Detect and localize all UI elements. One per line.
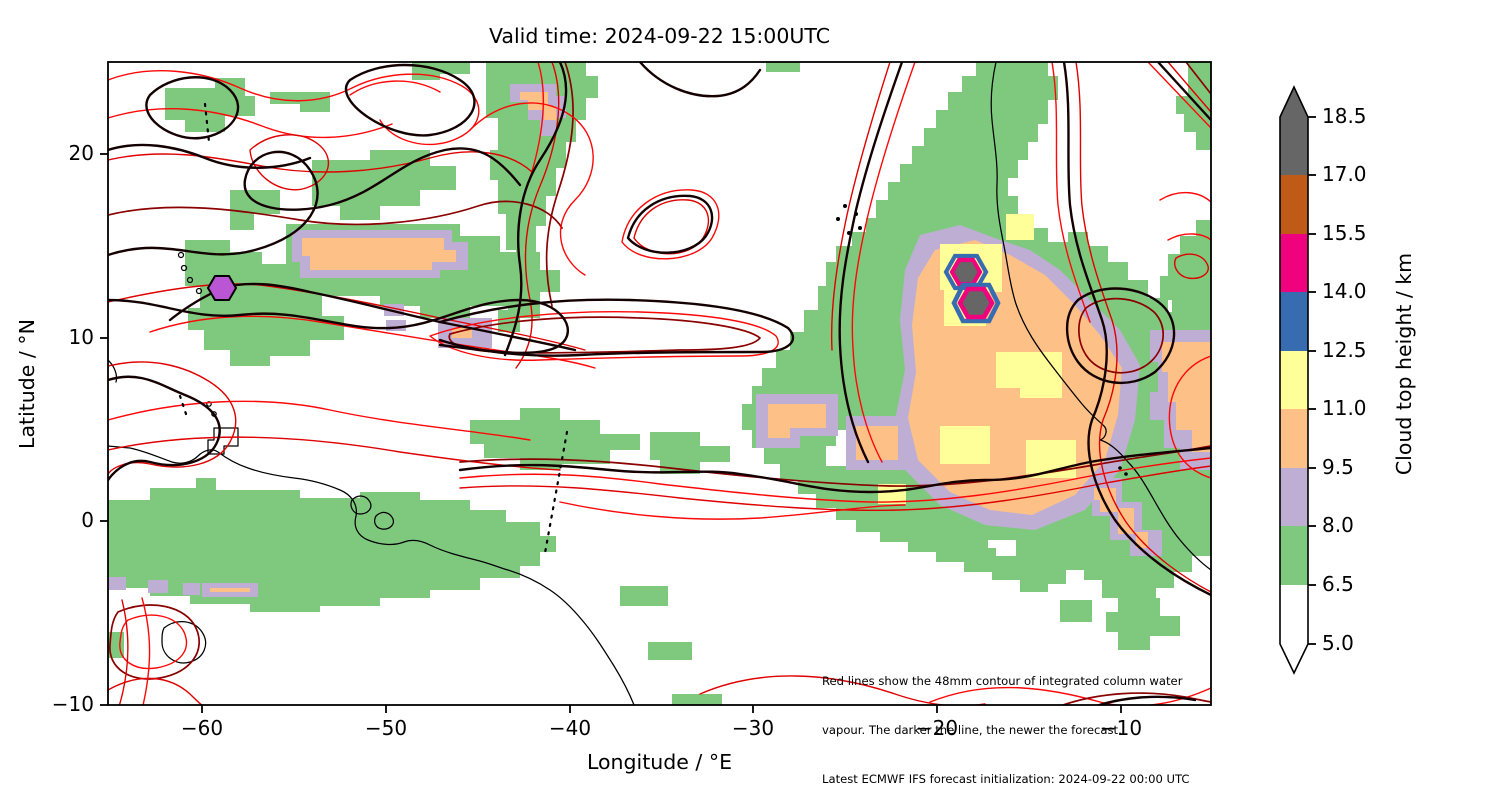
x-tick-label: −20	[915, 716, 959, 740]
plot-border	[107, 61, 1212, 706]
colorbar-tick-label: 15.5	[1322, 221, 1367, 245]
annotation-line: vapour. The darker the line, the newer t…	[822, 723, 1122, 738]
colorbar-tick-label: 12.5	[1322, 338, 1367, 362]
colorbar-label: Cloud top height / km	[1392, 252, 1416, 476]
icwv-contours-red	[108, 62, 1211, 705]
plot-title: Valid time: 2024-09-22 15:00UTC	[488, 24, 831, 48]
y-tick-label: 0	[81, 508, 94, 532]
colorbar-segment	[1280, 526, 1308, 585]
satellite-track-dotted	[178, 102, 569, 555]
storm-position-marker	[206, 275, 238, 301]
colorbar-segment	[1280, 234, 1308, 292]
x-axis-label: Longitude / °E	[586, 750, 733, 774]
annotation-line: Red lines show the 48mm contour of integ…	[822, 674, 1183, 689]
colorbar-segment	[1280, 468, 1308, 526]
colorbar-tick-label: 5.0	[1322, 631, 1354, 655]
colorbar	[1279, 85, 1316, 675]
colorbar-tick-label: 6.5	[1322, 572, 1354, 596]
coastline-africa	[990, 62, 1211, 571]
x-tick-label: −10	[1099, 716, 1143, 740]
y-tick-label: 10	[68, 325, 94, 349]
colorbar-arrow-top	[1280, 87, 1308, 117]
x-tick-label: −30	[731, 716, 775, 740]
y-tick-label: 20	[68, 141, 94, 165]
x-tick-label: −40	[548, 716, 592, 740]
colorbar-arrow-bottom	[1280, 644, 1308, 673]
colorbar-tick-label: 14.0	[1322, 279, 1367, 303]
colorbar-tick-label: 9.5	[1322, 455, 1354, 479]
annotation-block: Red lines show the 48mm contour of integ…	[822, 641, 1202, 800]
colorbar-segment	[1280, 351, 1308, 409]
colorbar-tick-label: 18.5	[1322, 104, 1367, 128]
colorbar-segment	[1280, 409, 1308, 468]
coastline-south-america	[108, 445, 635, 705]
x-tick-label: −50	[364, 716, 408, 740]
colorbar-segment	[1280, 585, 1308, 644]
axis-ticks	[100, 153, 1122, 713]
icwv-contours-newest-black	[108, 62, 1211, 705]
colorbar-tick-label: 8.0	[1322, 513, 1354, 537]
colorbar-tick-label: 17.0	[1322, 162, 1367, 186]
annotation-line: Latest ECMWF IFS forecast initialization…	[822, 771, 1190, 786]
colorbar-segment	[1280, 117, 1308, 175]
colorbar-ticks	[1308, 116, 1316, 645]
colorbar-segment	[1280, 175, 1308, 234]
colorbar-tick-label: 11.0	[1322, 396, 1367, 420]
x-tick-label: −60	[180, 716, 224, 740]
deep-convection-cells	[943, 253, 1001, 324]
y-axis-label: Latitude / °N	[15, 319, 39, 449]
coastline-trinidad	[207, 427, 239, 455]
y-tick-label: −10	[51, 692, 94, 716]
colorbar-segment	[1280, 292, 1308, 351]
